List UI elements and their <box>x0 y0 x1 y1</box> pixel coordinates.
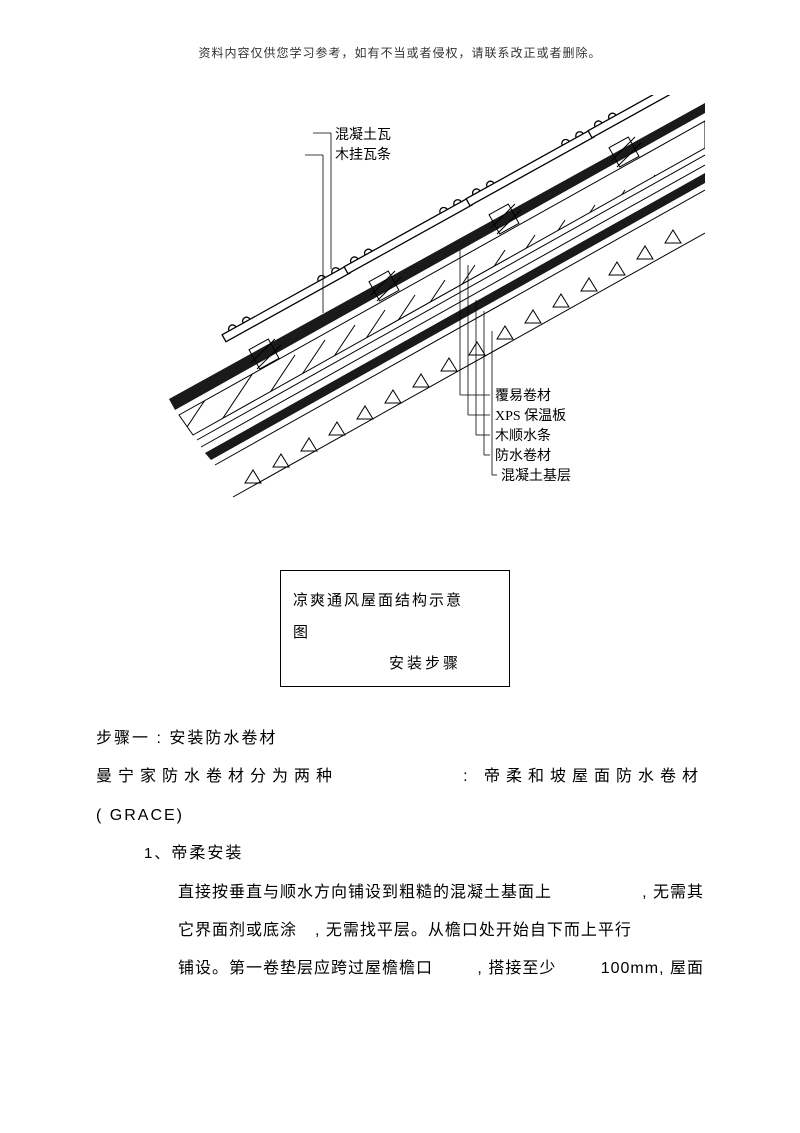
label-concrete-base: 混凝土基层 <box>501 467 571 484</box>
p2a: 它界面剂或底涂 <box>178 912 297 950</box>
p3b: , 搭接至少 <box>477 950 556 988</box>
item-number: 1、 <box>144 845 171 862</box>
step-title: 步骤一 : 安装防水卷材 <box>96 720 704 758</box>
label-waterproof: 防水卷材 <box>495 448 551 464</box>
grace-label: ( GRACE) <box>96 797 704 835</box>
caption-line2: 图 <box>293 617 497 649</box>
list-item-1: 1、帝柔安装 <box>144 835 704 873</box>
content-body: 步骤一 : 安装防水卷材 曼宁家防水卷材分为两种 : 帝柔和坡屋面防水卷材 ( … <box>96 720 704 989</box>
label-xps: XPS 保温板 <box>495 408 566 424</box>
label-cover-membrane: 覆易卷材 <box>495 388 551 404</box>
description-line: 曼宁家防水卷材分为两种 : 帝柔和坡屋面防水卷材 <box>96 758 704 796</box>
p3a: 铺设。第一卷垫层应跨过屋檐檐口 <box>178 950 433 988</box>
caption-box: 凉爽通风屋面结构示意 图 安装步骤 <box>280 570 510 687</box>
caption-sub: 安装步骤 <box>293 648 497 680</box>
roof-structure-diagram: 混凝土瓦 木挂瓦条 覆易卷材 XPS 保温板 木顺水条 防水卷材 混凝土基层 <box>155 95 705 525</box>
p2b: , 无需找平层。从檐口处开始自下而上平行 <box>315 912 632 950</box>
label-tile: 混凝土瓦 <box>335 127 391 143</box>
caption-line1: 凉爽通风屋面结构示意 <box>293 592 463 609</box>
label-wood-strip: 木顺水条 <box>495 427 551 444</box>
diagram-svg: 混凝土瓦 木挂瓦条 覆易卷材 XPS 保温板 木顺水条 防水卷材 混凝土基层 <box>155 95 705 525</box>
desc-suffix: : 帝柔和坡屋面防水卷材 <box>463 758 704 796</box>
item-title: 帝柔安装 <box>171 845 243 862</box>
label-batten: 木挂瓦条 <box>335 146 391 163</box>
paragraph: 直接按垂直与顺水方向铺设到粗糙的混凝土基面上 , 无需其 它界面剂或底涂 , 无… <box>178 874 704 989</box>
desc-prefix: 曼宁家防水卷材分为两种 <box>96 758 338 796</box>
header-disclaimer: 资料内容仅供您学习参考，如有不当或者侵权，请联系改正或者删除。 <box>0 44 800 61</box>
p1a: 直接按垂直与顺水方向铺设到粗糙的混凝土基面上 <box>178 874 552 912</box>
p3c: 100mm, 屋面 <box>601 950 704 988</box>
p1b: , 无需其 <box>642 874 704 912</box>
